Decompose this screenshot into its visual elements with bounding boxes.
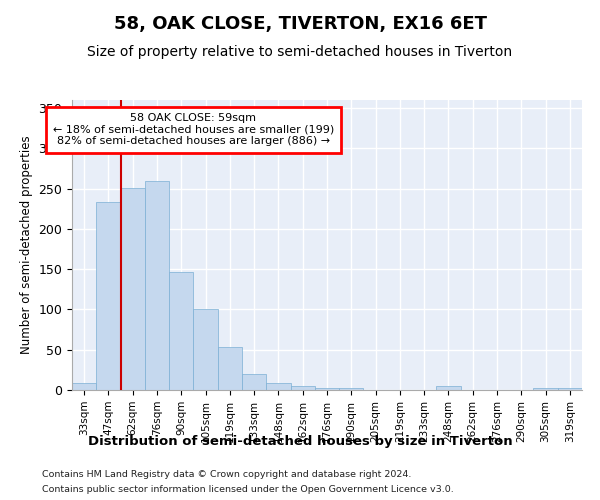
Bar bbox=[96, 202, 121, 390]
Bar bbox=[266, 383, 290, 390]
Bar bbox=[193, 310, 218, 390]
Bar bbox=[72, 383, 96, 390]
Text: Distribution of semi-detached houses by size in Tiverton: Distribution of semi-detached houses by … bbox=[88, 435, 512, 448]
Bar bbox=[242, 374, 266, 390]
Bar bbox=[169, 272, 193, 390]
Bar bbox=[315, 388, 339, 390]
Text: Contains public sector information licensed under the Open Government Licence v3: Contains public sector information licen… bbox=[42, 485, 454, 494]
Bar bbox=[558, 388, 582, 390]
Bar bbox=[290, 386, 315, 390]
Text: Size of property relative to semi-detached houses in Tiverton: Size of property relative to semi-detach… bbox=[88, 45, 512, 59]
Bar bbox=[121, 188, 145, 390]
Y-axis label: Number of semi-detached properties: Number of semi-detached properties bbox=[20, 136, 33, 354]
Text: 58, OAK CLOSE, TIVERTON, EX16 6ET: 58, OAK CLOSE, TIVERTON, EX16 6ET bbox=[113, 15, 487, 33]
Bar bbox=[145, 180, 169, 390]
Text: Contains HM Land Registry data © Crown copyright and database right 2024.: Contains HM Land Registry data © Crown c… bbox=[42, 470, 412, 479]
Bar bbox=[533, 388, 558, 390]
Bar bbox=[218, 348, 242, 390]
Bar bbox=[436, 386, 461, 390]
Text: 58 OAK CLOSE: 59sqm
← 18% of semi-detached houses are smaller (199)
82% of semi-: 58 OAK CLOSE: 59sqm ← 18% of semi-detach… bbox=[53, 113, 334, 146]
Bar bbox=[339, 388, 364, 390]
